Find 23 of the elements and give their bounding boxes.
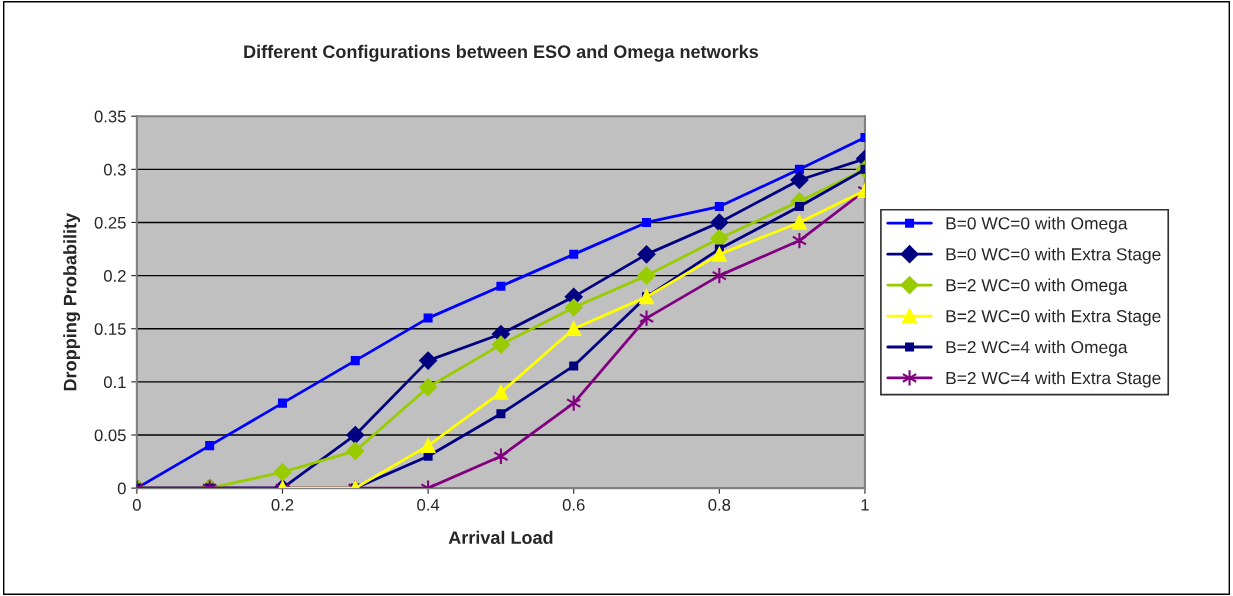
y-tick-label: 0.1	[103, 376, 126, 389]
y-tick-label: 0.15	[94, 323, 126, 335]
x-tick-label: 0.6	[562, 498, 585, 511]
legend-label: B=0 WC=0 with Extra Stage	[946, 247, 1161, 264]
x-tick-label: 1	[861, 499, 869, 511]
y-tick-label: 0	[117, 482, 126, 495]
y-tick-label: 0.3	[103, 163, 126, 176]
x-tick-label: 0.4	[417, 498, 440, 511]
legend-label: B=2 WC=0 with Omega	[946, 278, 1128, 295]
x-tick-label: 0	[132, 498, 141, 511]
y-axis-title: Dropping Probability	[63, 212, 81, 391]
x-tick-label: 0.2	[271, 498, 294, 511]
y-tick-label: 0.35	[94, 110, 126, 123]
legend-label: B=2 WC=4 with Omega	[946, 340, 1128, 357]
legend-label: B=2 WC=0 with Extra Stage	[946, 309, 1161, 326]
x-axis-title: Arrival Load	[448, 530, 553, 545]
legend-label: B=0 WC=0 with Omega	[946, 216, 1128, 233]
y-tick-label: 0.25	[94, 216, 126, 229]
legend-label: B=2 WC=4 with Extra Stage	[946, 371, 1161, 388]
x-tick-label: 0.8	[708, 498, 731, 511]
y-tick-label: 0.05	[94, 429, 126, 442]
y-tick-label: 0.2	[103, 270, 126, 282]
chart-title: Different Configurations between ESO and Omega networks	[244, 44, 759, 62]
